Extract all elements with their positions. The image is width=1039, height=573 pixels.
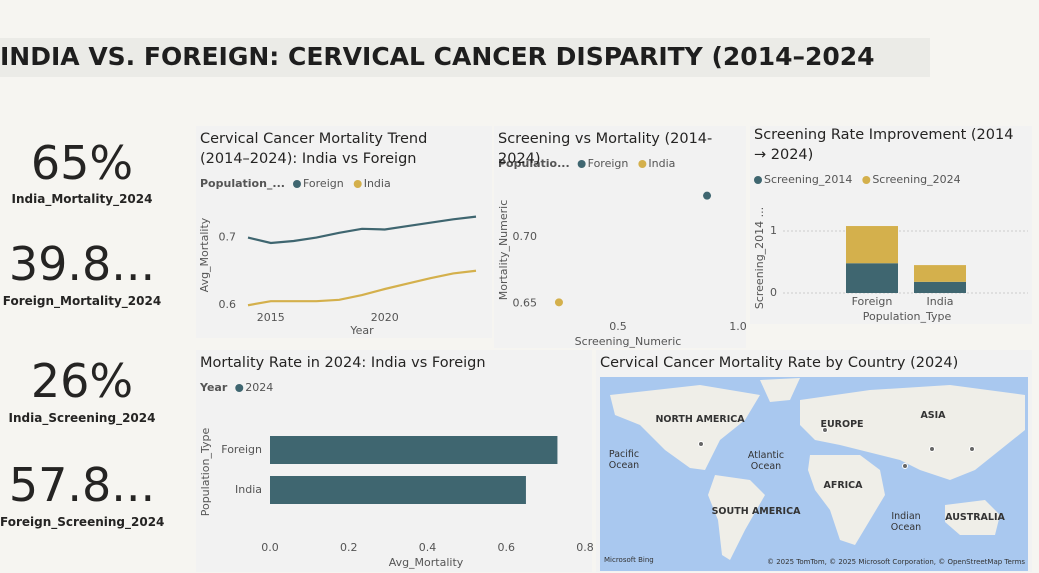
- x-tick-label: 2020: [371, 311, 399, 324]
- map-label: ASIA: [920, 410, 946, 421]
- map-points: [698, 427, 975, 469]
- y-axis-title: Screening_2014 ...: [753, 207, 766, 309]
- panel: [494, 126, 746, 348]
- map-brand: Microsoft Bing: [604, 556, 654, 564]
- kpi-value: 26%: [30, 354, 134, 408]
- legend-title: Populatio...: [498, 157, 570, 170]
- x-tick-label: 0.2: [340, 541, 358, 554]
- x-tick-label: India: [927, 295, 954, 308]
- y-tick-label: 0.6: [219, 298, 237, 311]
- legend-marker: [577, 160, 586, 168]
- legend-title: Population_...: [200, 177, 285, 190]
- legend-marker: [638, 160, 647, 168]
- point: [703, 191, 712, 200]
- y-tick-label: 0: [770, 286, 777, 299]
- point: [554, 298, 563, 307]
- legend-label: 2024: [245, 381, 273, 394]
- y-tick-label: India: [235, 483, 262, 496]
- bar-segment: [914, 265, 966, 282]
- map-attribution: © 2025 TomTom, © 2025 Microsoft Corporat…: [767, 558, 1026, 566]
- map-label: AFRICA: [823, 480, 863, 491]
- y-tick-label: 0.70: [513, 230, 538, 243]
- kpi-value: 57.8...: [8, 458, 156, 512]
- y-tick-label: 0.7: [219, 231, 237, 244]
- bar: [270, 436, 558, 464]
- legend-label: Screening_2024: [872, 173, 960, 186]
- legend-label: India: [648, 157, 675, 170]
- chart-title: Screening vs Mortality (2014-2024): [498, 131, 713, 167]
- kpi-label: India_Mortality_2024: [11, 192, 153, 206]
- bar-segment: [846, 263, 898, 293]
- y-tick-label: Foreign: [221, 443, 262, 456]
- map-label: EUROPE: [820, 419, 864, 430]
- map-label: Pacific Ocean: [608, 449, 640, 471]
- y-tick-label: 0.65: [513, 297, 538, 310]
- map-label: SOUTH AMERICA: [711, 506, 801, 517]
- x-axis-title: Avg_Mortality: [389, 556, 464, 569]
- title-bar: [0, 38, 930, 77]
- x-tick-label: 0.6: [498, 541, 516, 554]
- y-tick-label: 1: [770, 224, 777, 237]
- map-label: AUSTRALIA: [945, 512, 1005, 523]
- kpi-label: Foreign_Mortality_2024: [2, 294, 162, 308]
- x-tick-label: 2015: [257, 311, 285, 324]
- kpi-value: 65%: [30, 136, 134, 190]
- map-land: [610, 378, 1025, 560]
- legend-label: Foreign: [588, 157, 629, 170]
- legend-label: Screening_2014: [764, 173, 852, 186]
- x-axis-title: Year: [349, 324, 374, 337]
- y-axis-title: Avg_Mortality: [198, 217, 211, 292]
- chart-title: Cervical Cancer Mortality Trend (2014–20…: [200, 131, 428, 167]
- map-label: NORTH AMERICA: [655, 414, 745, 425]
- y-axis-title: Population_Type: [199, 427, 212, 516]
- page-title: INDIA VS. FOREIGN: CERVICAL CANCER DISPA…: [0, 42, 875, 71]
- map-label: Atlantic Ocean: [747, 450, 785, 472]
- kpi-value: 39.8...: [8, 237, 156, 291]
- x-tick-label: Foreign: [852, 295, 893, 308]
- kpi-label: India_Screening_2024: [8, 411, 156, 425]
- chart-title: Cervical Cancer Mortality Rate by Countr…: [600, 355, 959, 371]
- x-axis-title: Screening_Numeric: [575, 335, 682, 348]
- legend-label: India: [364, 177, 391, 190]
- legend-marker: [292, 180, 301, 188]
- x-tick-label: 0.0: [261, 541, 279, 554]
- legend-marker: [235, 384, 244, 392]
- bar: [270, 476, 526, 504]
- legend-marker: [754, 176, 762, 184]
- line: [247, 215, 477, 245]
- chart-title: Screening Rate Improvement (2014 → 2024): [754, 127, 1014, 163]
- legend-title: Year: [199, 381, 228, 394]
- y-axis-title: Mortality_Numeric: [497, 200, 510, 301]
- line: [247, 269, 477, 307]
- legend-label: Foreign: [303, 177, 344, 190]
- x-tick-label: 0.5: [609, 320, 627, 333]
- x-tick-label: 0.8: [576, 541, 594, 554]
- legend-marker: [862, 176, 871, 184]
- x-tick-label: 1.0: [729, 320, 747, 333]
- legend-marker: [353, 180, 362, 188]
- x-axis-title: Population_Type: [863, 310, 952, 323]
- x-tick-label: 0.4: [419, 541, 437, 554]
- kpi-label: Foreign_Screening_2024: [0, 515, 165, 529]
- bar-segment: [914, 281, 966, 293]
- bar-segment: [846, 226, 898, 264]
- chart-title: Mortality Rate in 2024: India vs Foreign: [200, 355, 486, 371]
- map-label: Indian Ocean: [890, 511, 922, 533]
